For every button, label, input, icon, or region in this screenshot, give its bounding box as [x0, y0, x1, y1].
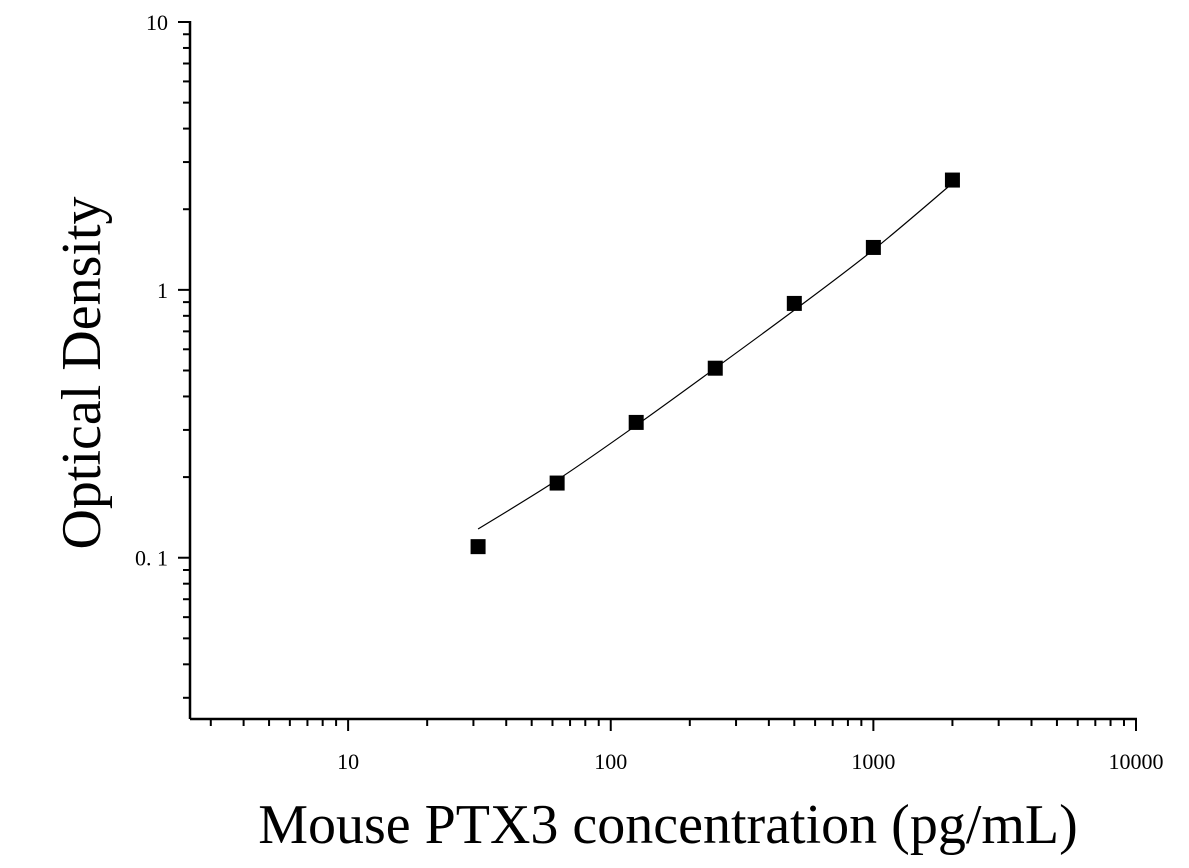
y-axis-title: Optical Density	[51, 196, 113, 549]
data-point	[865, 239, 881, 255]
fit-curve	[477, 182, 953, 530]
y-tick-label: 10	[146, 10, 168, 35]
data-point	[628, 414, 644, 430]
data-point	[549, 475, 565, 491]
data-point	[944, 172, 960, 188]
data-point	[470, 539, 486, 555]
y-tick-label: 0. 1	[135, 546, 168, 571]
x-axis-title: Mouse PTX3 concentration (pg/mL)	[258, 794, 1078, 856]
plot-area: 10 100 1000 10000 0. 1 1 10	[135, 10, 1164, 774]
x-axis-ticks	[209, 719, 1137, 731]
y-tick-label: 1	[157, 278, 168, 303]
y-axis-ticks	[178, 21, 190, 699]
x-axis-tick-labels: 10 100 1000 10000	[337, 749, 1163, 774]
y-axis-tick-labels: 0. 1 1 10	[135, 10, 168, 571]
x-tick-label: 100	[594, 749, 627, 774]
x-tick-label: 1000	[851, 749, 895, 774]
data-point	[786, 295, 802, 311]
x-tick-label: 10000	[1109, 749, 1164, 774]
data-points	[470, 172, 960, 555]
data-point	[707, 360, 723, 376]
x-tick-label: 10	[337, 749, 359, 774]
